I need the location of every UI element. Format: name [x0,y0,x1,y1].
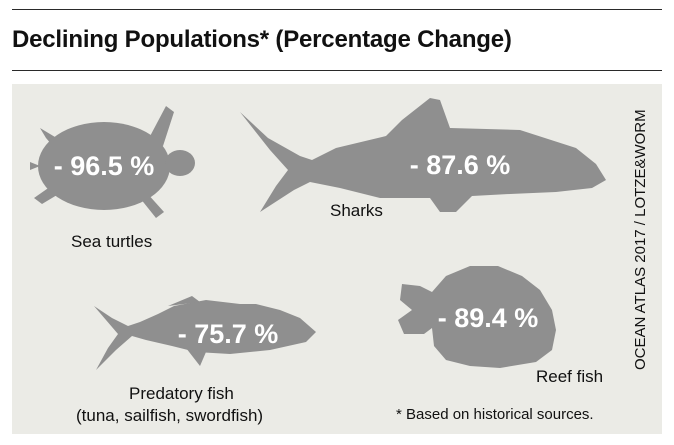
label-sharks: Sharks [330,201,383,220]
value-label-reef-fish: - 89.4 % [438,303,539,333]
footnote: * Based on historical sources. [396,406,594,423]
source-credit-text: OCEAN ATLAS 2017 / LOTZE&WORM [632,109,649,370]
label-predatory-fish: Predatory fish [129,384,234,403]
label-predatory-fish-species: (tuna, sailfish, swordfish) [76,406,264,425]
reef-fish-icon [398,266,556,368]
label-reef-fish: Reef fish [536,367,604,386]
label-sea-turtles: Sea turtles [71,232,153,251]
tuna-icon [94,296,316,370]
value-label-sharks: - 87.6 % [410,150,511,180]
value-label-predatory-fish: - 75.7 % [178,319,279,349]
turtle-icon [30,106,195,218]
source-credit: OCEAN ATLAS 2017 / LOTZE&WORM [632,100,649,370]
shark-icon [240,98,606,212]
top-rule [12,9,662,10]
chart-title: Declining Populations* (Percentage Chang… [12,26,512,53]
title-rule [12,70,662,71]
value-label-sea-turtles: - 96.5 % [54,151,155,181]
